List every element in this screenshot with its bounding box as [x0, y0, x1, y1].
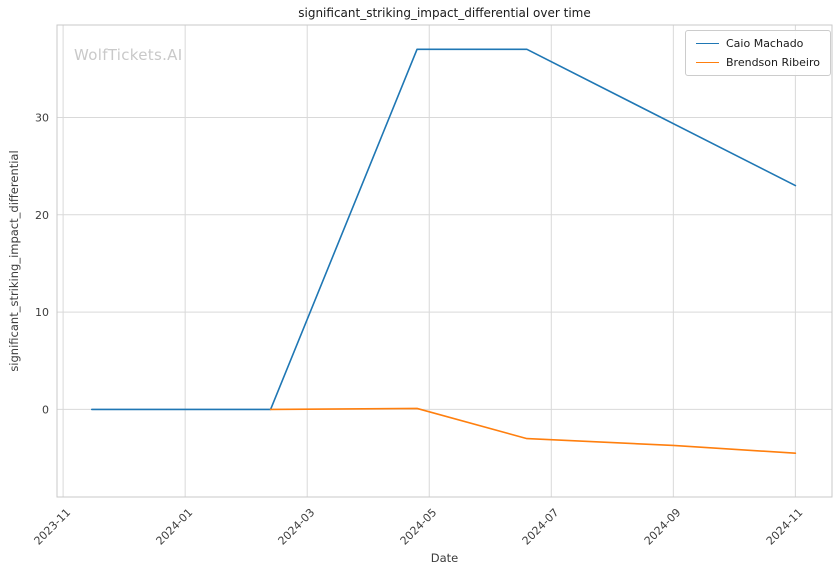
y-tick-label: 0 — [42, 403, 49, 416]
legend-label: Caio Machado — [726, 37, 804, 50]
x-tick-label: 2024-03 — [276, 506, 318, 548]
series-line-caio-machado — [90, 48, 797, 411]
y-tick-label: 30 — [35, 111, 49, 124]
x-tick-label: 2024-07 — [520, 506, 562, 548]
chart-title: significant_striking_impact_differential… — [298, 6, 591, 20]
y-axis-label: significant_striking_impact_differential — [7, 150, 21, 372]
series-line-brendson-ribeiro — [269, 407, 797, 455]
legend-entry: Brendson Ribeiro — [696, 56, 820, 69]
legend: Caio Machado Brendson Ribeiro — [685, 30, 831, 76]
x-tick-label: 2024-01 — [154, 506, 196, 548]
x-tick-label: 2024-11 — [764, 506, 806, 548]
y-tick-label: 10 — [35, 306, 49, 319]
legend-entry: Caio Machado — [696, 37, 820, 50]
x-tick-label: 2024-05 — [398, 506, 440, 548]
x-tick-label: 2023-11 — [32, 506, 74, 548]
watermark: WolfTickets.AI — [74, 46, 183, 64]
x-axis-label: Date — [430, 551, 459, 565]
plot-border — [56, 24, 833, 498]
legend-line-swatch — [696, 43, 719, 44]
legend-label: Brendson Ribeiro — [726, 56, 820, 69]
x-tick-label: 2024-09 — [642, 506, 684, 548]
legend-line-swatch — [696, 62, 719, 63]
y-tick-label: 20 — [35, 209, 49, 222]
plot-background — [57, 25, 832, 497]
